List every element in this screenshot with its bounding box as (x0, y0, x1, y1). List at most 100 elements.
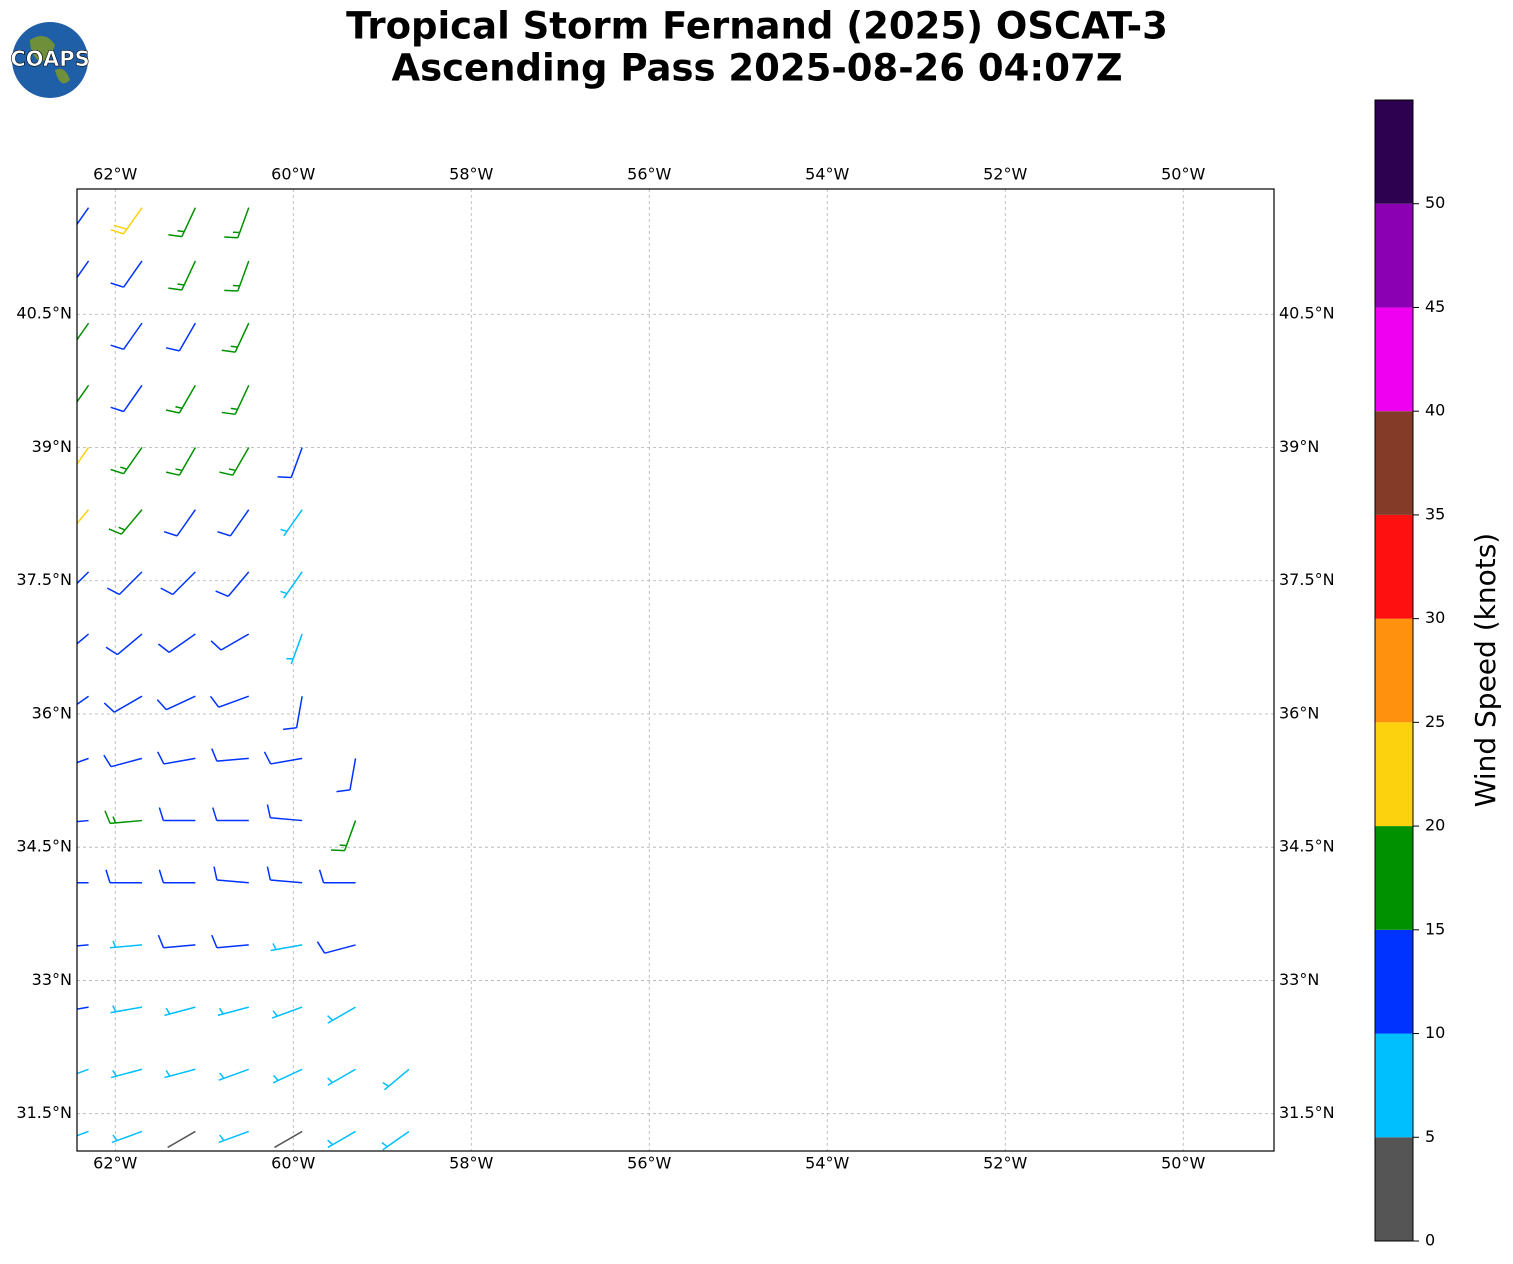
wind-barb (213, 866, 249, 884)
y-tick-label: 31.5°N (16, 1103, 72, 1122)
wind-barb (111, 1130, 143, 1144)
wind-barb (318, 869, 356, 884)
colorbar-tick-label: 25 (1425, 712, 1445, 731)
wind-barb (164, 1006, 196, 1017)
wind-barb (110, 384, 143, 413)
wind-barb (218, 1130, 250, 1144)
wind-barb (110, 940, 143, 949)
colorbar-segment (1375, 307, 1413, 412)
chart-subtitle: Ascending Pass 2025-08-26 04:07Z (391, 47, 1122, 90)
wind-barb (108, 509, 143, 535)
wind-barb (209, 695, 250, 708)
colorbar-segment (1375, 929, 1413, 1034)
x-tick-label: 58°W (449, 1154, 493, 1173)
logo: COAPS (10, 22, 90, 98)
y-tick-label: 33°N (32, 970, 72, 989)
y-tick-label: 37.5°N (16, 570, 72, 589)
wind-barb (105, 633, 143, 656)
colorbar-segment (1375, 618, 1413, 723)
wind-barb (77, 447, 90, 466)
wind-barb (165, 322, 197, 352)
wind-barb (217, 1006, 249, 1017)
wind-barb (271, 1006, 303, 1019)
wind-barb (270, 943, 303, 952)
barbs (77, 207, 410, 1151)
wind-barb (77, 384, 90, 404)
wind-barb (157, 633, 196, 653)
wind-barb (77, 1068, 89, 1075)
wind-barb (110, 322, 143, 351)
wind-barb (266, 804, 303, 822)
x-tick-label: 60°W (271, 165, 315, 184)
wind-barb (103, 695, 143, 713)
x-tick-label: 54°W (805, 1154, 849, 1173)
wind-barb (224, 260, 250, 292)
wind-barb (77, 695, 89, 706)
wind-barb (381, 1130, 410, 1151)
wind-barb (110, 207, 143, 235)
y-tick-label: 34.5°N (1279, 837, 1335, 856)
wind-barb (167, 1130, 196, 1149)
y-tick-label: 34.5°N (16, 837, 72, 856)
colorbar-segment (1375, 1033, 1413, 1138)
y-tick-label: 40.5°N (16, 304, 72, 323)
wind-barb (110, 260, 143, 288)
colorbar-tick-label: 30 (1425, 608, 1445, 627)
wind-barb (106, 571, 143, 596)
wind-barb (77, 1006, 89, 1010)
x-tick-label: 52°W (983, 1154, 1027, 1173)
wind-barb (283, 696, 303, 731)
wind-barb (77, 944, 89, 947)
y-tick-label: 39°N (1279, 437, 1319, 456)
x-tick-label: 56°W (627, 165, 671, 184)
wind-barb (164, 1068, 196, 1079)
y-tick-label: 36°N (1279, 703, 1319, 722)
x-tick-label: 50°W (1161, 1154, 1205, 1173)
wind-barb (160, 571, 196, 596)
wind-barb (336, 758, 357, 793)
colorbar: 0 5 10 15 20 25 30 35 40 45 50 Wind Speed (knots) (1374, 99, 1502, 1250)
logo-land (30, 36, 70, 84)
colorbar-frame (1374, 99, 1414, 1242)
wind-barb (382, 1068, 410, 1091)
wind-barb (327, 1068, 356, 1086)
colorbar-tick-label: 40 (1425, 401, 1445, 420)
colorbar-tick-label: 50 (1425, 193, 1445, 212)
y-tick-label: 37.5°N (1279, 570, 1335, 589)
wind-barb (286, 633, 303, 665)
grid (77, 189, 1274, 1151)
wind-barb (156, 751, 196, 765)
wind-barb (224, 207, 250, 239)
colorbar-label: Wind Speed (knots) (1469, 533, 1502, 807)
x-tick-label: 56°W (627, 1154, 671, 1173)
wind-barb (77, 322, 90, 341)
wind-barb (77, 260, 90, 279)
wind-barb (266, 866, 303, 884)
wind-barb (277, 447, 303, 479)
wind-barb (77, 207, 90, 226)
wind-barb (77, 1130, 89, 1137)
colorbar-segment (1375, 1137, 1413, 1241)
wind-barb (105, 869, 142, 884)
wind-barb (221, 384, 250, 416)
wind-barb (272, 1068, 303, 1084)
y-tick-label: 33°N (1279, 970, 1319, 989)
wind-barb (110, 1068, 143, 1079)
wind-barb (77, 881, 89, 884)
wind-barb (219, 447, 250, 476)
wind-barb (110, 447, 143, 475)
wind-barb (158, 807, 196, 822)
wind-barb (104, 810, 143, 825)
wind-barb (211, 934, 249, 949)
wind-barb (316, 941, 356, 954)
y-tick-label: 36°N (32, 703, 72, 722)
wind-barb (327, 1006, 356, 1024)
wind-barb (280, 571, 303, 599)
colorbar-tick-label: 5 (1425, 1127, 1435, 1146)
wind-barb (218, 1068, 250, 1081)
wind-barb (103, 754, 143, 768)
x-tick-label: 52°W (983, 165, 1027, 184)
wind-barb (330, 820, 357, 852)
x-tick-label: 54°W (805, 165, 849, 184)
